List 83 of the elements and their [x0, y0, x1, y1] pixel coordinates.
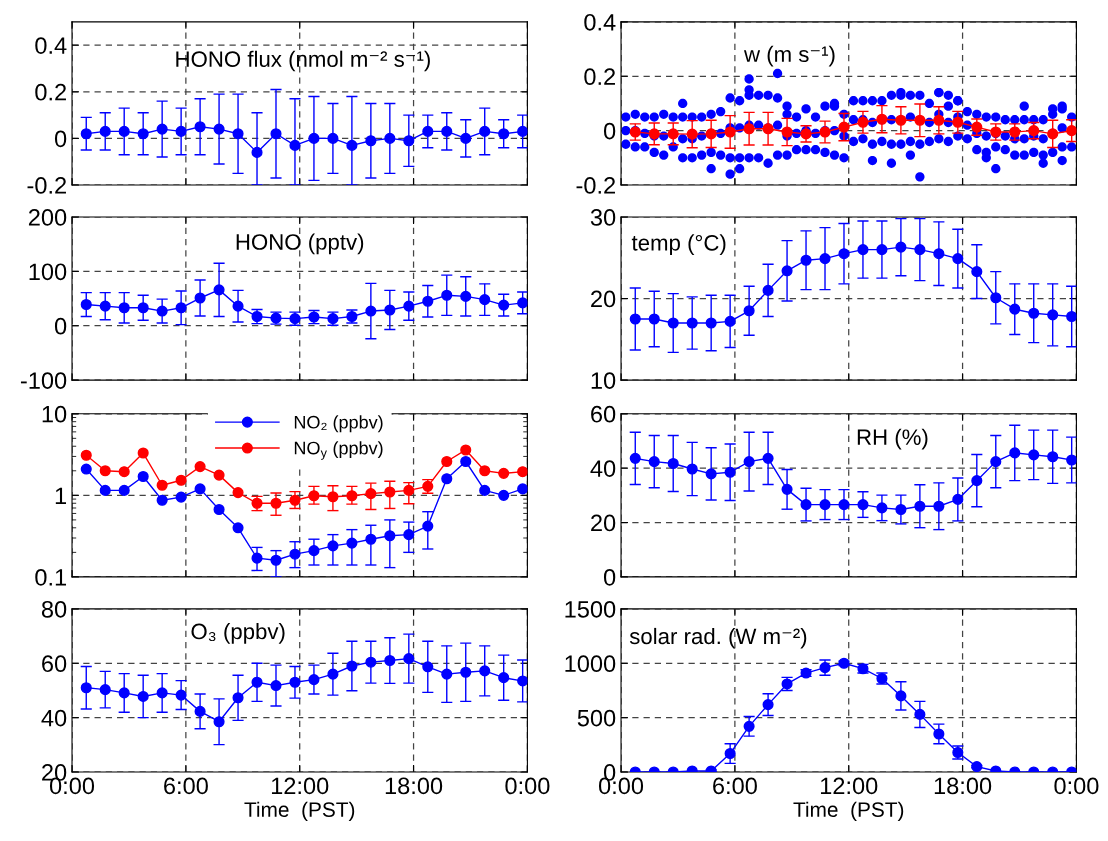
point: [232, 522, 244, 534]
point: [1066, 310, 1077, 323]
point: [118, 484, 130, 496]
point: [175, 474, 187, 486]
point: [498, 467, 510, 479]
point: [156, 479, 168, 491]
y-tick-label: 80: [41, 600, 67, 618]
point: [99, 484, 111, 496]
point: [479, 465, 491, 477]
point: [479, 484, 491, 496]
y-tick-label: 0: [54, 317, 67, 335]
point: [498, 489, 510, 501]
text: O₃ (ppbv): [191, 623, 285, 644]
y-tick-label: 30: [590, 209, 616, 226]
y-tick-label: -0.2: [27, 177, 66, 194]
point: [441, 473, 453, 485]
point: [1066, 125, 1077, 137]
y-tick-label: -100: [20, 372, 67, 389]
y-tick-label: 200: [28, 209, 67, 226]
y-tick-label: 500: [577, 709, 616, 727]
point: [137, 470, 149, 483]
point: [517, 297, 528, 309]
x-tick-label: 18:00: [934, 777, 992, 795]
point: [517, 675, 528, 687]
x-tick-label: 18:00: [385, 777, 443, 795]
x-tick-label: 6:00: [164, 777, 208, 795]
y-tick-label: 10: [591, 372, 616, 389]
legend-label: NO₂ (ppbv): [294, 415, 383, 433]
point: [460, 455, 472, 468]
text: temp (°C): [631, 234, 726, 256]
point: [667, 457, 679, 470]
x-tick-label: 0:00: [505, 777, 550, 795]
point: [441, 455, 453, 468]
point: [194, 483, 206, 495]
point: [213, 503, 225, 516]
y-tick-label: 100: [29, 263, 67, 281]
point: [99, 465, 111, 477]
text: w (m s⁻¹): [743, 45, 835, 67]
y-tick-label: 0: [603, 122, 616, 140]
y-tick-label: 0.4: [35, 37, 67, 54]
y-tick-label: 20: [591, 290, 616, 308]
point: [213, 469, 225, 481]
y-tick-label: 60: [591, 405, 616, 423]
point: [1028, 449, 1040, 461]
y-tick-label: 20: [591, 514, 616, 532]
y-tick-label: 1: [55, 487, 67, 504]
text: solar rad. (W m⁻²): [629, 627, 807, 649]
y-tick-label: 10: [42, 405, 67, 423]
point: [517, 483, 528, 495]
y-tick-label: 0.4: [584, 13, 616, 31]
point: [80, 449, 92, 461]
point: [80, 298, 92, 311]
point: [517, 466, 528, 478]
y-tick-label: 0.2: [35, 83, 66, 101]
y-tick-label: -0.2: [576, 177, 615, 194]
y-tick-label: 0.2: [584, 68, 615, 86]
point: [460, 444, 472, 456]
legend-label: NO$_{y}$ (ppbv): [294, 441, 383, 460]
point: [80, 463, 92, 475]
y-tick-label: 60: [42, 655, 67, 673]
point: [118, 466, 130, 478]
x-tick-label: 12:00: [271, 777, 329, 795]
x-tick-label: 12:00: [820, 777, 878, 795]
y-tick-label: 0: [54, 130, 67, 148]
x-tick-label: 0:00: [1054, 777, 1099, 795]
y-tick-label: 0.1: [35, 568, 67, 586]
x-axis-title: Time (PST): [793, 801, 904, 822]
text: HONO (pptv): [236, 233, 364, 255]
point: [175, 491, 187, 503]
y-tick-label: 0: [603, 568, 616, 586]
x-tick-label: 6:00: [713, 777, 757, 795]
point: [517, 125, 528, 137]
y-tick-label: 40: [590, 460, 616, 477]
x-axis-title: Time (PST): [244, 801, 355, 822]
point: [232, 487, 244, 499]
y-tick-label: 1000: [565, 655, 616, 673]
text: HONO flux (nmol m⁻² s⁻¹): [176, 50, 430, 72]
y-tick-label: 1500: [565, 600, 616, 618]
y-tick-label: 40: [41, 709, 67, 727]
point: [137, 447, 149, 459]
text: RH (%): [857, 428, 928, 450]
point: [156, 494, 168, 506]
point: [194, 461, 206, 473]
